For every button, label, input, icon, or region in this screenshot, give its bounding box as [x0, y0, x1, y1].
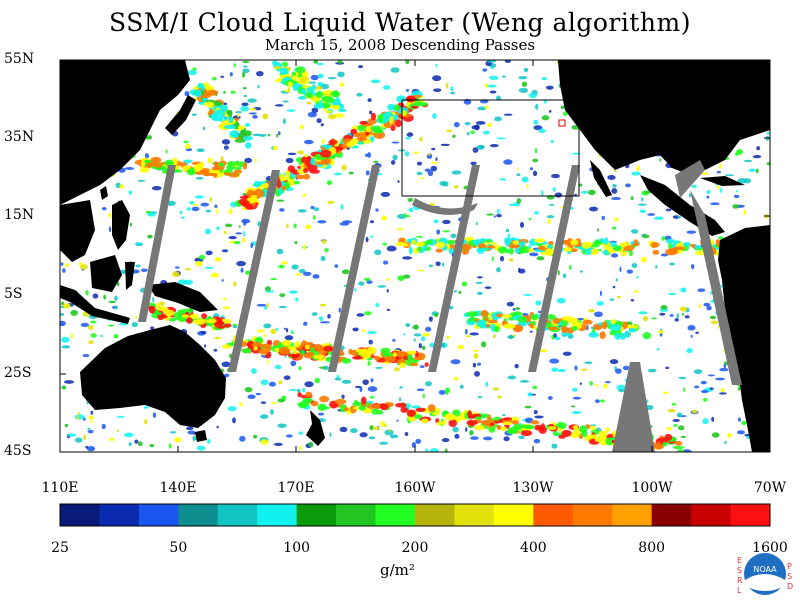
colorbar-cell	[572, 504, 613, 526]
new-zealand-landmass	[306, 410, 325, 446]
philippines-landmass	[112, 200, 130, 250]
colorbar-cell	[454, 504, 495, 526]
lat-label: 55N	[4, 51, 35, 67]
lat-label: 45S	[4, 443, 32, 459]
emblem-text: NOAA	[753, 565, 777, 574]
colorbar-cell	[730, 504, 771, 526]
colorbar-frame	[59, 503, 771, 527]
lat-label: 25S	[4, 365, 32, 381]
colorbar-tick-label: 25	[51, 540, 69, 556]
colorbar-cell	[60, 504, 100, 526]
colorbar-cell	[336, 504, 377, 526]
lat-label: 5S	[4, 286, 23, 302]
colorbar-cell	[257, 504, 298, 526]
lon-label: 140E	[159, 480, 197, 496]
colorbar-cell	[612, 504, 653, 526]
lon-label: 100W	[631, 480, 673, 496]
logo-letter-p: P	[787, 562, 792, 571]
colorbar-tick-label: 50	[169, 540, 188, 556]
colorbar-tick-label: 800	[638, 540, 666, 556]
colorbar-tick-label: 200	[401, 540, 429, 556]
swath-arc-1	[412, 198, 478, 215]
colorbar-tick-label: 1600	[752, 540, 788, 556]
colorbar-cell	[493, 504, 534, 526]
tasmania-landmass	[195, 430, 207, 442]
lon-label: 70W	[753, 480, 787, 496]
region-box	[401, 99, 580, 197]
swath-gap-5	[528, 165, 580, 372]
esrl-psd-logo: NOAA E S R L P S D	[735, 550, 795, 598]
swath-gap-3	[328, 165, 380, 372]
colorbar-cell	[178, 504, 219, 526]
swath-arc-2	[675, 160, 705, 198]
taiwan-landmass	[100, 186, 108, 200]
colorbar-cell	[217, 504, 258, 526]
swath-gap-2	[228, 170, 280, 372]
swath-gap-6	[690, 190, 742, 385]
colorbar-cell	[375, 504, 416, 526]
logo-letter-l: L	[737, 586, 742, 595]
swath-gap-1	[138, 165, 176, 322]
colorbar-cell	[99, 504, 140, 526]
colorbar-cell	[533, 504, 574, 526]
swath-gaps	[138, 160, 742, 452]
lat-label: 15N	[4, 207, 35, 223]
colorbar-tick-label: 400	[519, 540, 547, 556]
marker-square	[558, 119, 566, 127]
north-america-landmass	[558, 60, 770, 175]
sumatra-java-landmass	[60, 285, 130, 324]
lat-label: 35N	[4, 129, 35, 145]
japan-landmass	[165, 95, 196, 135]
logo-letter-r: R	[737, 576, 743, 585]
logo-letter-s2: S	[787, 572, 793, 581]
baja-landmass	[590, 160, 612, 197]
australia-landmass	[80, 325, 226, 428]
asia-landmass	[60, 60, 190, 205]
logo-letter-s: S	[737, 566, 743, 575]
colorbar-tick-label: 100	[283, 540, 311, 556]
indochina-landmass	[60, 200, 95, 262]
logo-letter-d: D	[787, 582, 794, 591]
swath-gap-4	[428, 165, 480, 372]
lon-label: 160W	[394, 480, 436, 496]
borneo-landmass	[90, 255, 122, 292]
swath-gap-7	[612, 362, 655, 452]
cuba-landmass	[700, 176, 745, 186]
colorbar-cell	[415, 504, 455, 526]
logo-letter-e: E	[737, 556, 743, 565]
colorbar-units: g/m²	[380, 561, 415, 579]
lon-label: 130W	[512, 480, 554, 496]
colorbar-cell	[651, 504, 692, 526]
colorbar-cell	[296, 504, 337, 526]
map-ticks	[59, 59, 771, 453]
colorbar-cell	[691, 504, 732, 526]
map-title: SSM/I Cloud Liquid Water (Weng algorithm…	[109, 8, 691, 37]
new-guinea-landmass	[148, 282, 218, 312]
colorbar-cell	[138, 504, 179, 526]
noaa-emblem-icon: NOAA	[744, 553, 786, 595]
map-subtitle: March 15, 2008 Descending Passes	[264, 36, 536, 54]
sulawesi-landmass	[125, 262, 135, 290]
lon-label: 110E	[41, 480, 79, 496]
lon-label: 170E	[277, 480, 315, 496]
south-america-landmass	[718, 225, 770, 452]
